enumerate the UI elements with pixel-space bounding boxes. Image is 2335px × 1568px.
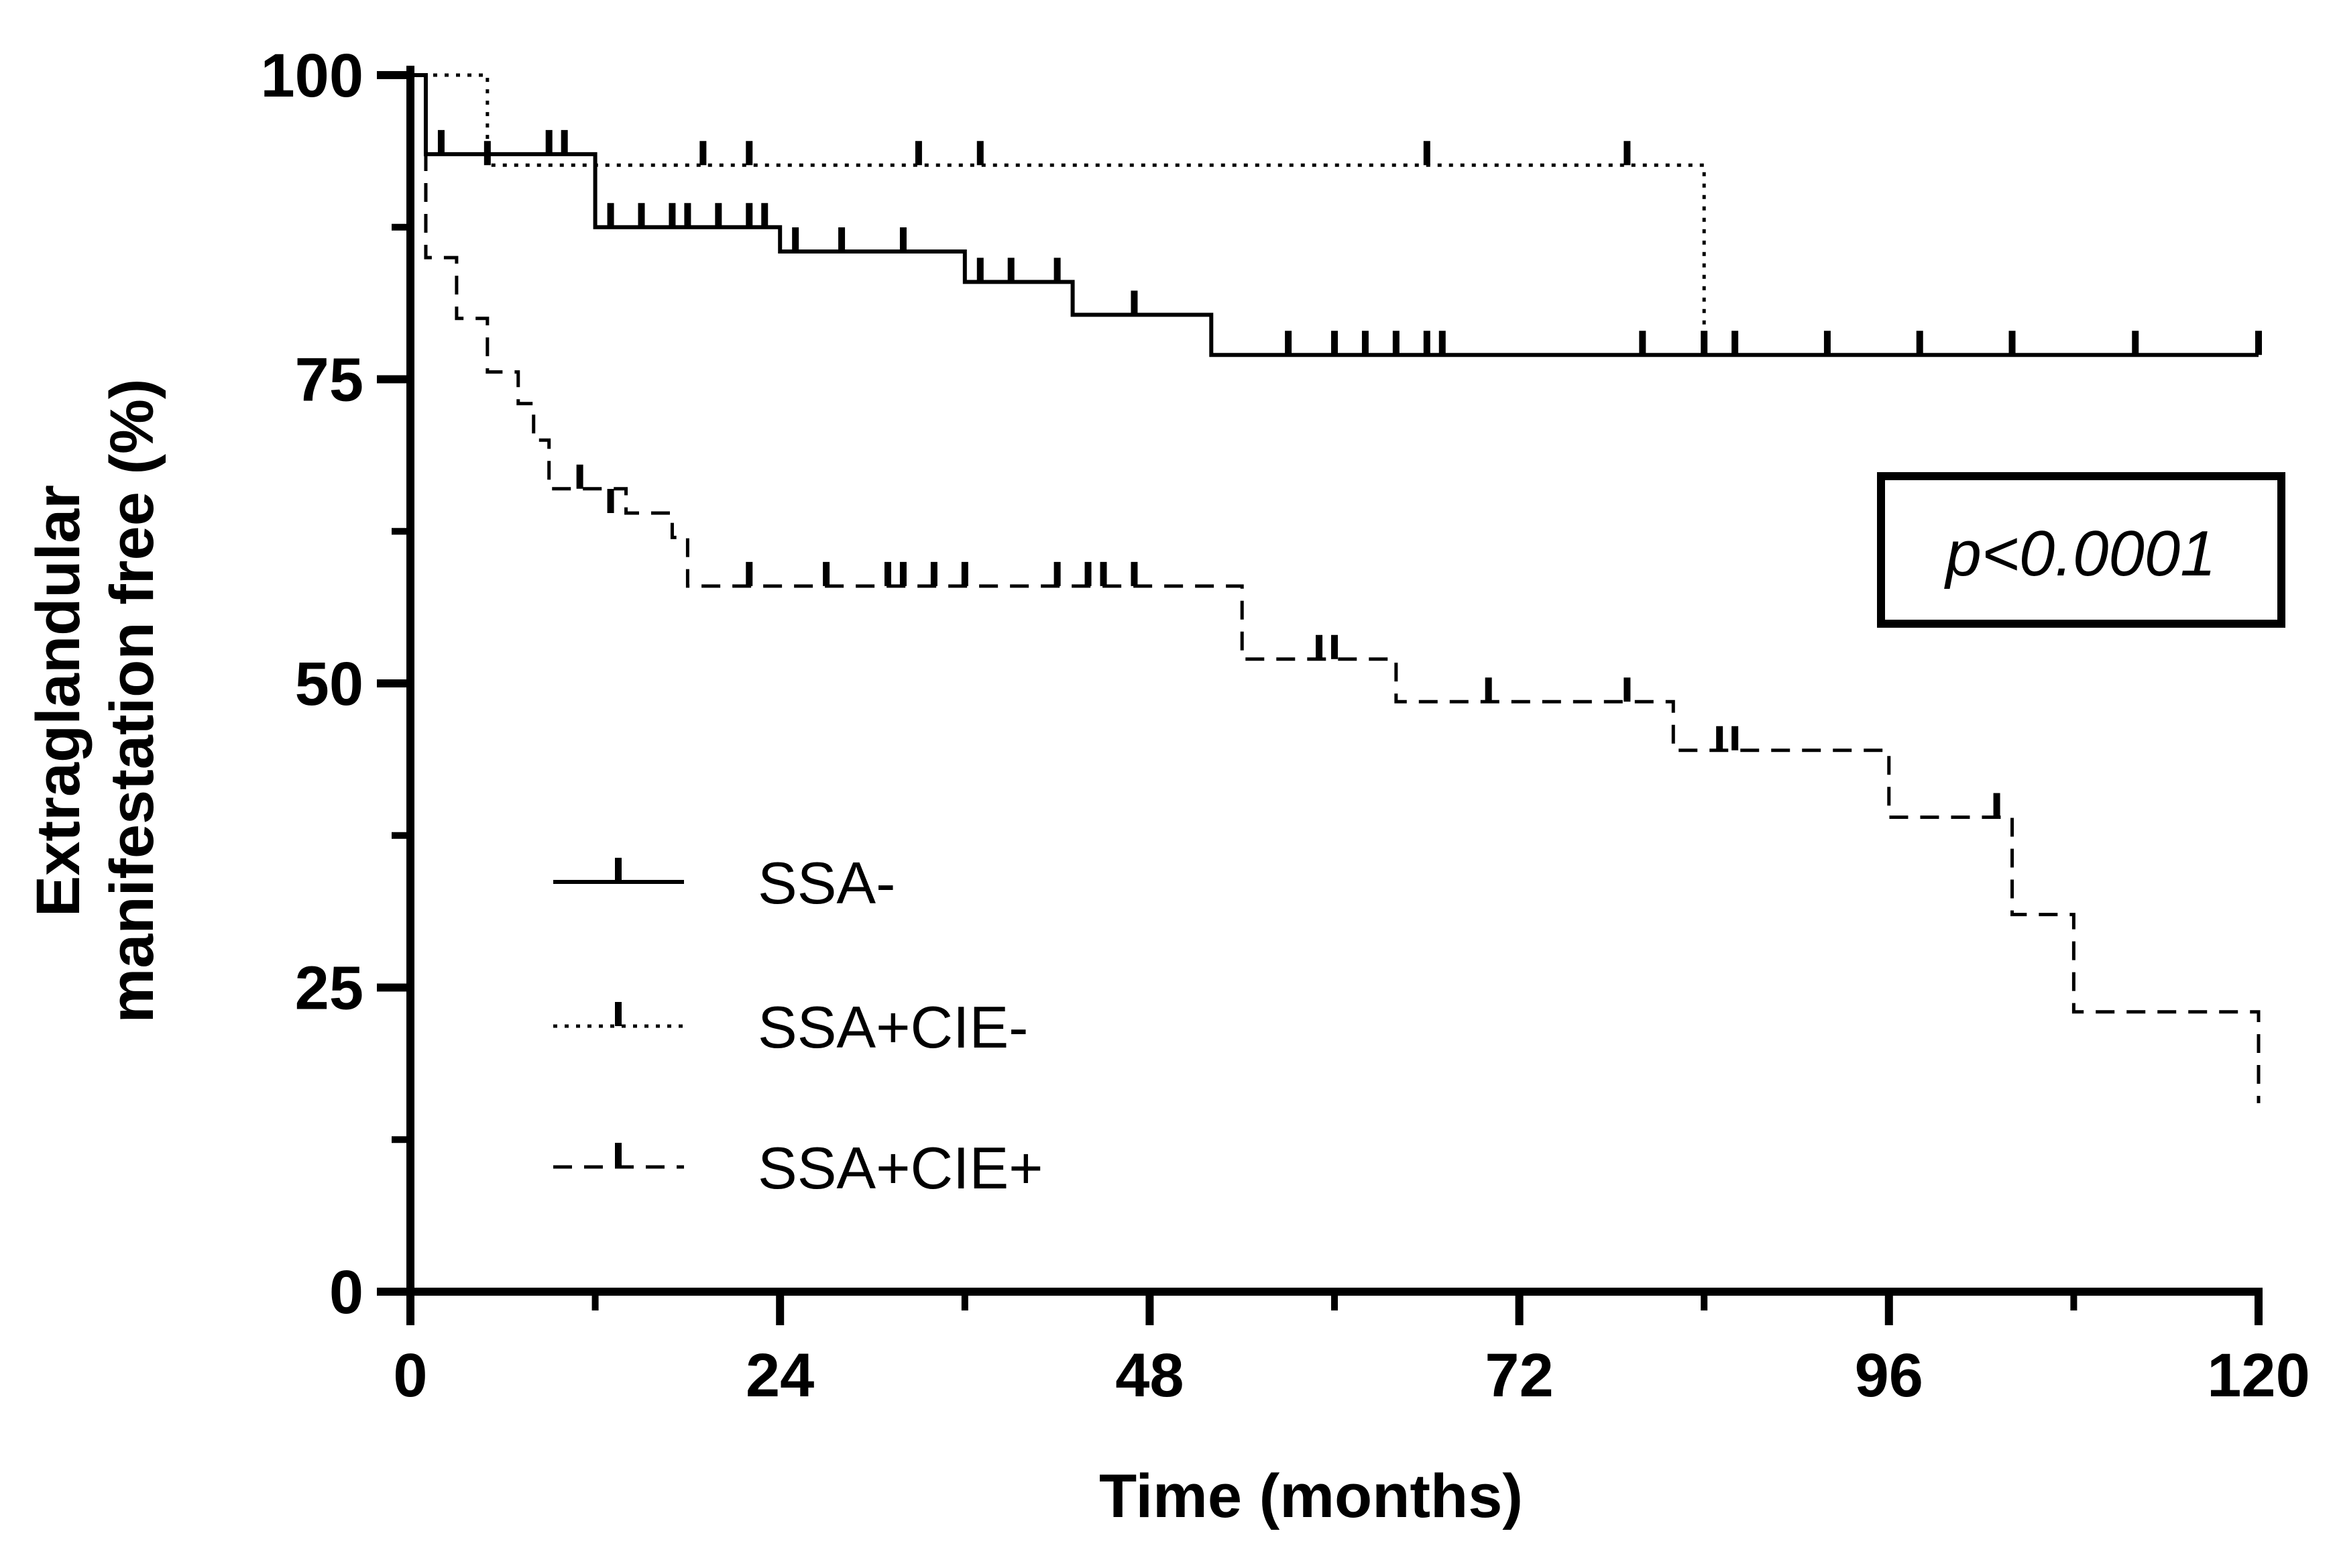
y-axis-title-line-2: manifestation free (%) xyxy=(98,378,166,1023)
legend-label: SSA- xyxy=(758,850,895,916)
x-axis-title: Time (months) xyxy=(1099,1462,1523,1530)
y-axis-title-line-1: Extraglandular xyxy=(24,485,93,917)
x-tick-label: 120 xyxy=(2207,1341,2310,1410)
x-tick-label: 0 xyxy=(393,1341,427,1410)
y-axis-title: Extraglandular manifestation free (%) xyxy=(24,378,166,1023)
x-tick-label: 48 xyxy=(1115,1341,1184,1410)
legend-label: SSA+CIE- xyxy=(758,994,1028,1060)
y-tick-label: 25 xyxy=(295,954,363,1023)
legend-label: SSA+CIE+ xyxy=(758,1135,1043,1201)
y-tick-label: 50 xyxy=(295,650,363,718)
p-value-frame xyxy=(1877,472,2285,628)
axes: 0 25 50 75 100 0 24 48 72 96 120 xyxy=(261,42,2310,1410)
legend: SSA- SSA+CIE- SSA+CIE+ xyxy=(553,850,1043,1201)
y-tick-label: 0 xyxy=(329,1258,363,1327)
x-tick-label: 24 xyxy=(746,1341,814,1410)
p-value-text: p<0.0001 xyxy=(1943,518,2216,590)
series-line-ssa-cie xyxy=(410,73,2261,1103)
p-value-box: p<0.0001 xyxy=(1877,472,2285,628)
series-layer xyxy=(410,73,2262,1103)
series-line-ssa-cie xyxy=(410,73,2259,357)
x-tick-label: 96 xyxy=(1855,1341,1923,1410)
series-line-ssa xyxy=(410,73,2259,357)
y-tick-label: 100 xyxy=(261,42,364,110)
x-tick-label: 72 xyxy=(1485,1341,1553,1410)
y-tick-label: 75 xyxy=(295,346,363,414)
